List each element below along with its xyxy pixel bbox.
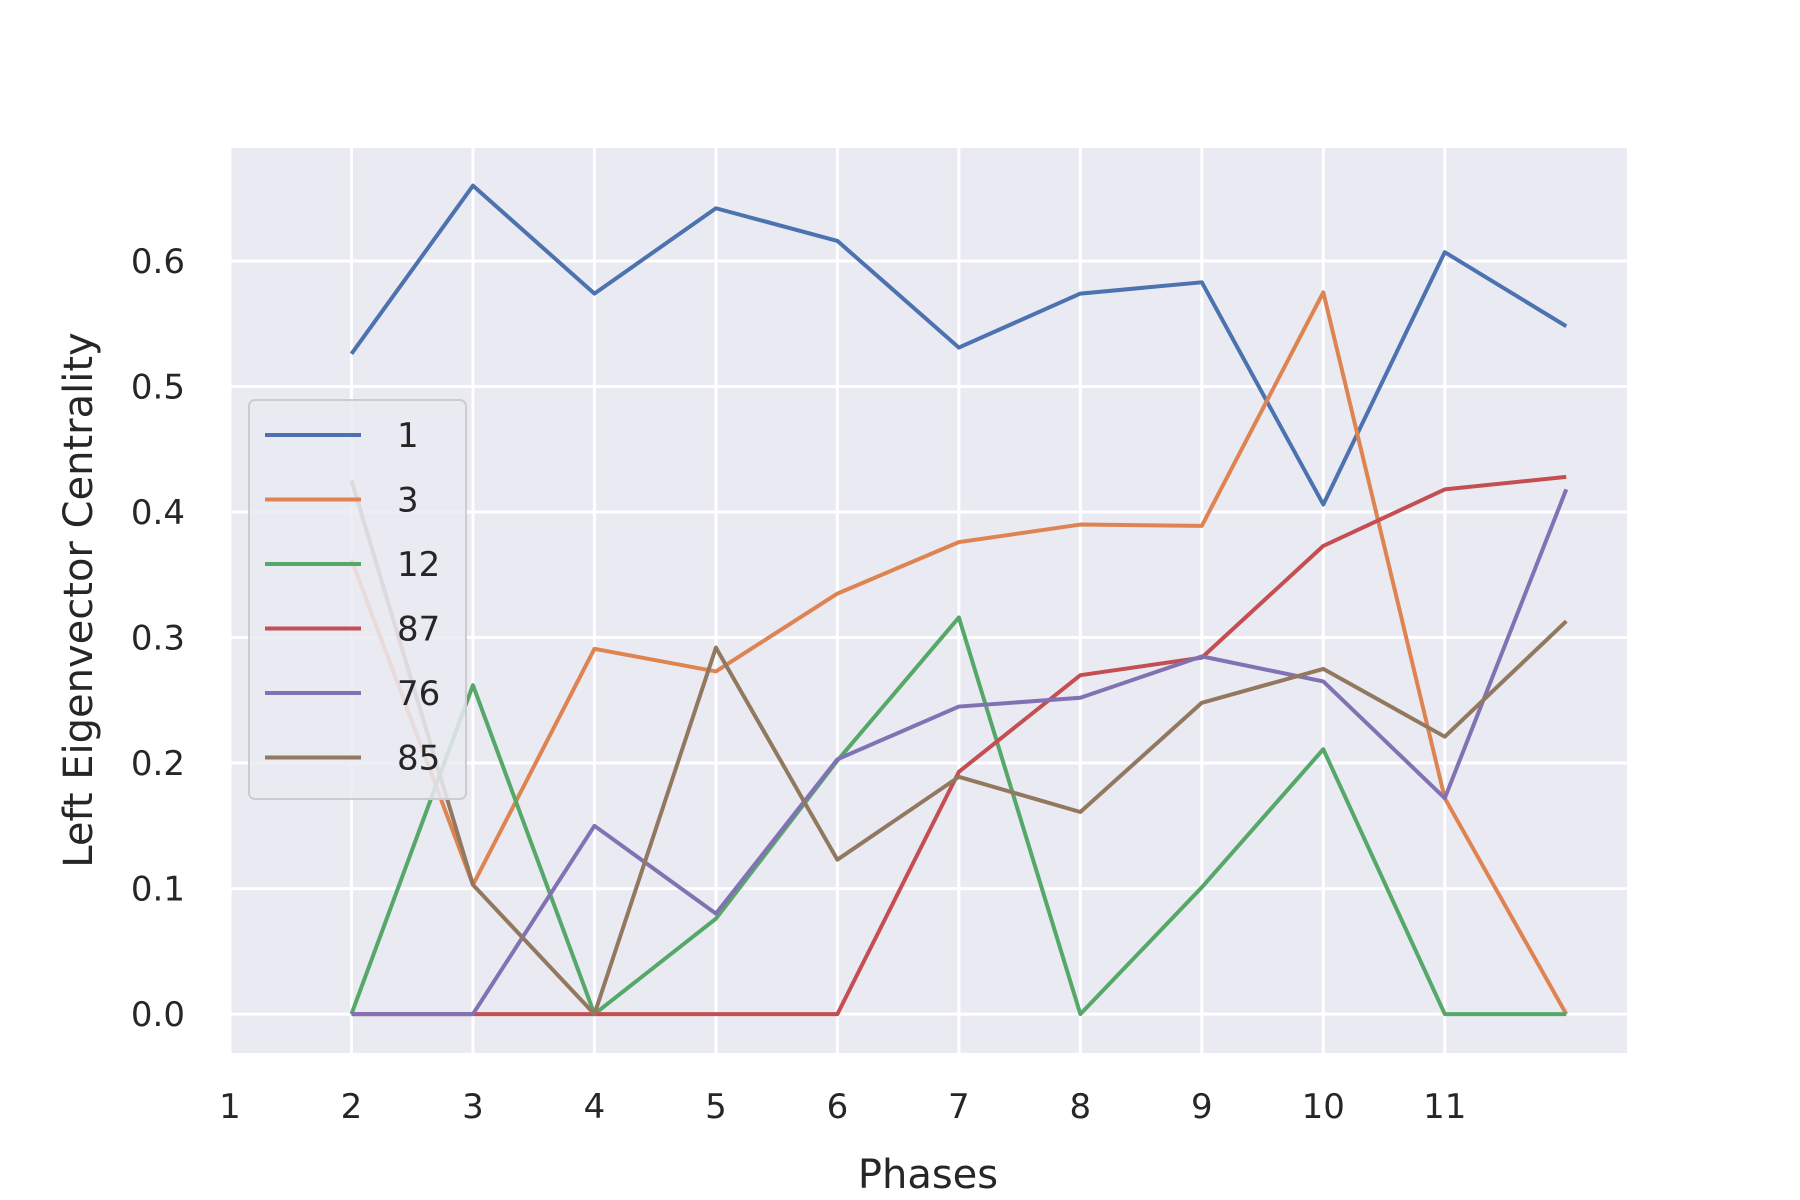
x-tick-label: 3: [462, 1087, 484, 1127]
series-lines: [349, 183, 1569, 1017]
series-line-85: [349, 480, 1568, 1017]
legend-label-3: 3: [397, 481, 419, 521]
series-line-1: [349, 183, 1568, 507]
y-tick-label: 0.3: [131, 619, 185, 659]
y-tick-label: 0.6: [131, 242, 185, 282]
y-tick-label: 0.0: [131, 995, 185, 1035]
x-tick-label: 10: [1302, 1087, 1345, 1127]
x-tick-label: 1: [219, 1087, 241, 1127]
x-axis-label: Phases: [858, 1152, 998, 1198]
legend-label-87: 87: [397, 610, 440, 650]
legend-label-12: 12: [397, 545, 440, 585]
x-tick-label: 5: [705, 1087, 727, 1127]
y-tick-label: 0.5: [131, 367, 185, 407]
series-line-3: [349, 290, 1569, 1016]
legend: 1 3 12 87 76 85: [248, 399, 467, 800]
x-tick-label: 4: [584, 1087, 606, 1127]
y-axis-label: Left Eigenvector Centrality: [56, 332, 102, 867]
x-tick-label: 9: [1191, 1087, 1213, 1127]
y-tick-label: 0.1: [131, 870, 185, 910]
x-tick-labels: 1 2 3 4 5 6 7 8 9 10 11: [219, 1087, 1466, 1127]
legend-label-1: 1: [397, 416, 419, 456]
x-tick-label: 11: [1423, 1087, 1466, 1127]
series-line-76: [351, 488, 1569, 1017]
y-tick-label: 0.4: [131, 493, 185, 533]
y-tick-label: 0.2: [131, 744, 185, 784]
x-tick-label: 7: [948, 1087, 970, 1127]
x-tick-label: 2: [341, 1087, 363, 1127]
y-tick-labels: 0.0 0.1 0.2 0.3 0.4 0.5 0.6: [131, 242, 185, 1035]
legend-label-85: 85: [397, 739, 440, 779]
x-tick-label: 6: [827, 1087, 849, 1127]
series-line-12: [349, 615, 1567, 1017]
legend-label-76: 76: [397, 674, 440, 714]
series-line-87: [351, 474, 1567, 1017]
x-tick-label: 8: [1070, 1087, 1092, 1127]
